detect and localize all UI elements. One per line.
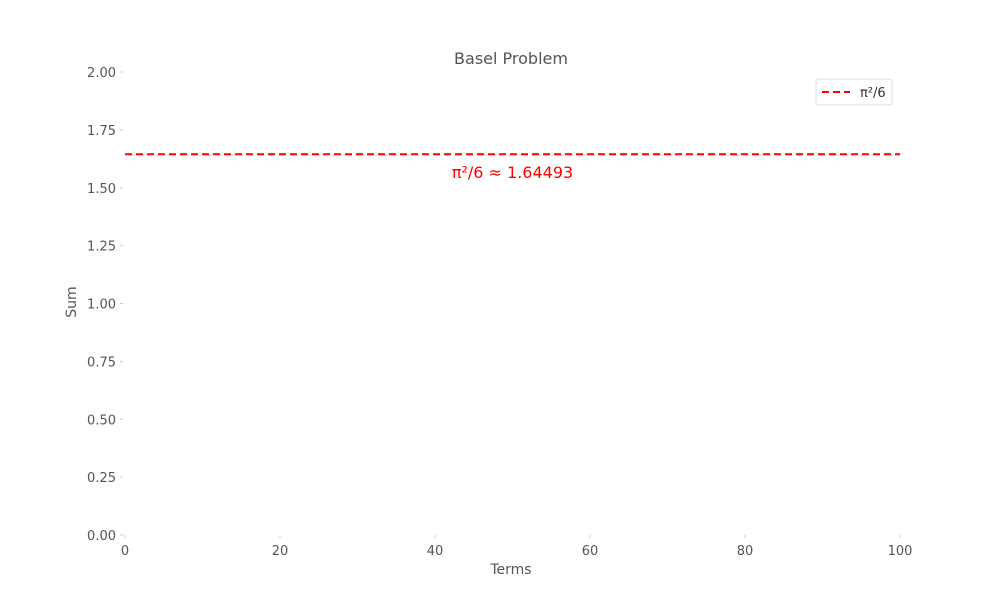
x-axis-label: Terms	[489, 562, 531, 578]
x-axis: 0 20 40 60 80 100	[121, 535, 913, 559]
x-tick-label: 40	[427, 544, 444, 559]
x-tick-label: 60	[582, 544, 599, 559]
y-tick-label: 0.25	[87, 471, 116, 486]
y-axis-label: Sum	[64, 286, 80, 317]
y-axis: 0.00 0.25 0.50 0.75 1.00 1.25 1.50 1.75 2.00	[87, 66, 123, 544]
legend: π²/6	[815, 78, 893, 106]
x-tick-label: 20	[272, 544, 289, 559]
y-tick-label: 1.25	[87, 240, 116, 255]
y-tick-label: 1.50	[87, 182, 116, 197]
legend-label: π²/6	[860, 86, 886, 101]
annotation-label: π²/6 ≈ 1.64493	[452, 163, 573, 182]
y-tick-label: 1.00	[87, 298, 116, 313]
chart-title: Basel Problem	[454, 49, 568, 68]
y-tick-label: 0.00	[87, 529, 116, 544]
y-tick-label: 2.00	[87, 66, 116, 81]
x-tick-label: 100	[888, 544, 913, 559]
y-tick-label: 0.50	[87, 413, 116, 428]
y-tick-label: 1.75	[87, 124, 116, 139]
y-tick-label: 0.75	[87, 355, 116, 370]
x-tick-label: 0	[121, 544, 129, 559]
annotation-layer: π²/6 ≈ 1.64493	[452, 163, 573, 182]
legend-box	[815, 78, 893, 106]
x-tick-label: 80	[737, 544, 754, 559]
